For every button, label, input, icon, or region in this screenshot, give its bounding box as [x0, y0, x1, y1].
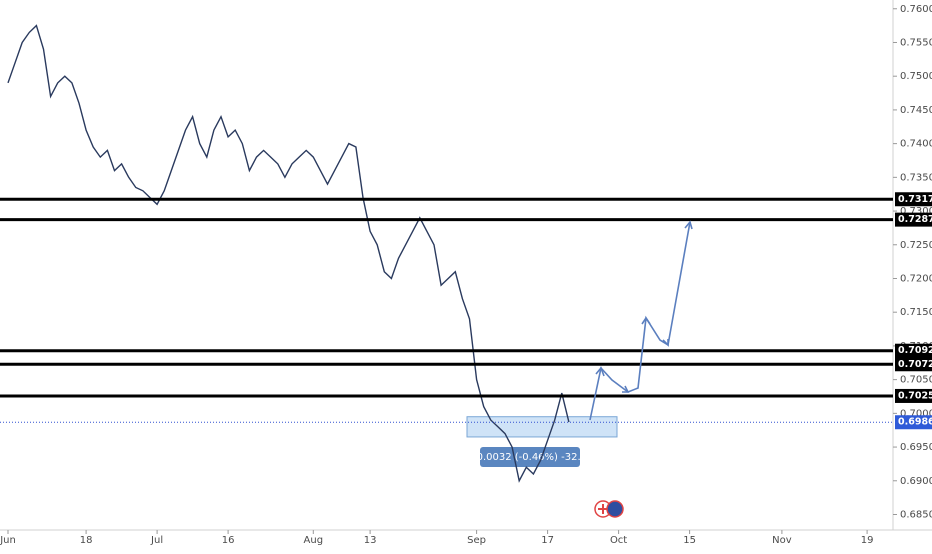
x-tick-label: 19 [861, 535, 874, 546]
measure-box [466, 416, 618, 438]
y-tick-label: 0.68500 [900, 509, 932, 520]
level-label-bg [895, 192, 932, 207]
price-line [7, 24, 570, 483]
forecast-arrowheads [595, 220, 693, 393]
x-tick-label: 15 [683, 535, 696, 546]
x-tick-label: 17 [541, 535, 554, 546]
level-label: 0.70728 [898, 359, 932, 370]
level-label: 0.73175 [898, 194, 932, 205]
level-label-bg [895, 212, 932, 227]
x-tick-label: 16 [222, 535, 235, 546]
last-price-bg [895, 415, 932, 430]
level-label: 0.72873 [898, 214, 932, 225]
x-tick-label: Aug [304, 535, 324, 546]
icon[interactable] [606, 500, 624, 518]
x-tick-label: Jul [150, 535, 163, 546]
last-price-label: 0.69868 [898, 417, 932, 428]
x-tick-label: 13 [364, 535, 377, 546]
x-tick-label: Sep [467, 535, 486, 546]
x-tick-label: Oct [610, 535, 627, 546]
measure-label-bg [480, 446, 580, 467]
indicator-icons [594, 500, 624, 518]
measure-label: -0.0032 (-0.46%) -32.9 [473, 452, 587, 463]
x-tick-label: 18 [80, 535, 93, 546]
x-tick-label: Nov [772, 535, 792, 546]
x-tick-label: Jun [0, 535, 16, 546]
level-label-bg [895, 388, 932, 403]
level-label: 0.70929 [898, 345, 932, 356]
level-label-bg [895, 343, 932, 358]
level-label: 0.70258 [898, 390, 932, 401]
level-label-bg [895, 357, 932, 372]
